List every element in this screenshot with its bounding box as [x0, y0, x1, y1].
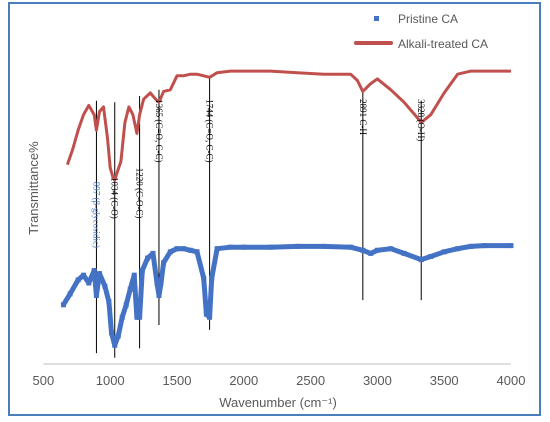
data-point: [209, 275, 215, 281]
data-point: [60, 302, 66, 308]
series-alkali: [65, 69, 511, 182]
data-point: [268, 244, 274, 250]
x-tick-label: 3500: [430, 373, 459, 388]
data-point: [508, 243, 514, 249]
series-layer: [60, 69, 514, 348]
series-line: [65, 69, 511, 182]
data-point: [112, 342, 118, 348]
data-point: [86, 280, 92, 286]
x-tick-label: 500: [33, 373, 55, 388]
data-point: [368, 250, 374, 256]
annotation-label: 1220 (C-O-C): [135, 168, 145, 219]
annotation-label: 1365 (C=O, C-C): [154, 99, 164, 162]
x-tick-label: 2000: [229, 373, 258, 388]
x-tick-label: 1500: [163, 373, 192, 388]
data-point: [428, 254, 434, 260]
data-point: [468, 243, 474, 249]
data-point: [360, 247, 366, 253]
data-point: [481, 243, 487, 249]
data-point: [115, 333, 121, 339]
data-point: [102, 283, 108, 289]
x-tick-label: 4000: [497, 373, 526, 388]
annotation-label: 1034 (C-O): [110, 177, 120, 219]
data-point: [418, 257, 424, 263]
data-point: [106, 299, 112, 305]
data-point: [91, 268, 97, 274]
y-axis-title: Transmittance%: [26, 141, 41, 235]
annotation-label: 2891 C-H: [358, 99, 368, 135]
x-axis-title: Wavenumber (cm⁻¹): [219, 395, 337, 410]
data-point: [388, 246, 394, 252]
legend-label-alkali: Alkali-treated CA: [398, 37, 488, 51]
annotation-lines: [95, 75, 422, 358]
annotation-label: 3328 (O-H): [416, 99, 426, 141]
annotation-label: 897 (β-glycosidic): [91, 182, 101, 248]
data-point: [154, 280, 160, 286]
data-point: [156, 292, 162, 298]
data-point: [181, 246, 187, 252]
data-point: [80, 272, 86, 278]
data-point: [150, 250, 156, 256]
data-point: [93, 292, 99, 298]
data-point: [145, 255, 151, 261]
data-point: [194, 249, 200, 255]
data-point: [67, 291, 73, 297]
data-point: [109, 330, 115, 336]
data-point: [131, 272, 137, 278]
data-point: [214, 246, 220, 252]
x-tick-label: 2500: [296, 373, 325, 388]
data-point: [241, 244, 247, 250]
data-point: [187, 247, 193, 253]
series-pristine: [60, 243, 514, 348]
data-point: [203, 311, 209, 317]
data-point: [455, 246, 461, 252]
data-point: [119, 314, 125, 320]
data-point: [137, 314, 143, 320]
data-point: [227, 244, 233, 250]
data-point: [134, 314, 140, 320]
data-point: [441, 249, 447, 255]
data-point: [75, 277, 81, 283]
data-point: [161, 260, 167, 266]
data-point: [97, 271, 103, 277]
data-point: [139, 268, 145, 274]
x-tick-label: 1000: [96, 373, 125, 388]
data-point: [123, 302, 129, 308]
annotation-label: 1744 (C=O, C-C): [205, 99, 215, 162]
chart-frame: [8, 2, 541, 416]
data-point: [374, 247, 380, 253]
annotation-labels: 897 (β-glycosidic) 1034 (C-O) 1220 (C-O-C)…: [91, 99, 426, 248]
data-point: [158, 280, 164, 286]
data-point: [201, 275, 207, 281]
data-point: [127, 286, 133, 292]
legend: Pristine CA Alkali-treated CA: [354, 12, 488, 51]
data-point: [167, 249, 173, 255]
data-point: [174, 246, 180, 252]
data-point: [294, 243, 300, 249]
x-tick-labels: 500 1000 1500 2000 2500 3000 3500 4000: [33, 373, 526, 388]
data-point: [207, 314, 213, 320]
legend-label-pristine: Pristine CA: [398, 12, 458, 26]
data-point: [348, 244, 354, 250]
data-point: [401, 250, 407, 256]
x-tick-label: 3000: [363, 373, 392, 388]
legend-marker-pristine: [374, 16, 379, 21]
data-point: [321, 243, 327, 249]
